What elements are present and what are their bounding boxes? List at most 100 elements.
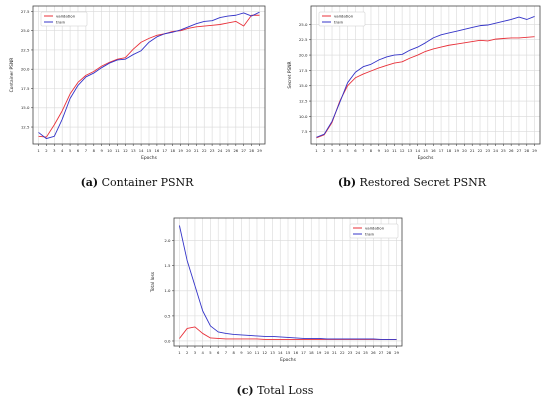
x-tick-label: 14	[415, 149, 420, 153]
y-tick-label: 1.5	[164, 263, 171, 268]
x-tick-label: 1	[37, 149, 39, 153]
x-tick-label: 3	[331, 149, 334, 153]
series-line-train	[178, 225, 397, 340]
series-line-validation	[316, 36, 535, 139]
x-tick-label: 16	[155, 149, 160, 153]
x-tick-label: 15	[286, 351, 291, 355]
y-tick-label: 15.0	[21, 105, 30, 110]
x-tick-label: 19	[454, 149, 459, 153]
legend-label-validation: validation	[334, 13, 354, 18]
x-tick-label: 6	[77, 149, 80, 153]
y-tick-label: 12.5	[21, 124, 30, 129]
x-tick-label: 2	[186, 351, 188, 355]
y-axis-label: Total loss	[150, 271, 156, 293]
x-tick-label: 13	[131, 149, 136, 153]
series-line-train	[38, 11, 260, 140]
series-line-validation	[38, 14, 260, 138]
legend-label-train: train	[365, 231, 375, 236]
x-tick-label: 9	[378, 149, 381, 153]
x-tick-label: 8	[370, 149, 373, 153]
x-axis-label: Epochs	[280, 357, 296, 363]
y-tick-label: 25.0	[21, 28, 30, 33]
x-tick-label: 10	[384, 149, 389, 153]
x-tick-label: 27	[241, 149, 246, 153]
y-tick-label: 17.5	[21, 86, 30, 91]
y-tick-label: 22.5	[21, 47, 30, 52]
series-line-validation	[179, 326, 397, 340]
x-tick-label: 1	[315, 149, 317, 153]
x-tick-label: 23	[485, 149, 490, 153]
x-tick-label: 2	[323, 149, 325, 153]
x-tick-label: 29	[532, 149, 537, 153]
x-tick-label: 17	[439, 149, 444, 153]
x-tick-label: 19	[178, 149, 183, 153]
x-tick-label: 12	[262, 351, 267, 355]
x-tick-label: 14	[139, 149, 144, 153]
y-tick-label: 17.5	[299, 68, 308, 73]
x-tick-label: 15	[423, 149, 428, 153]
x-tick-label: 26	[371, 351, 376, 355]
x-tick-label: 24	[218, 149, 223, 153]
caption-b: (b) Restored Secret PSNR	[338, 176, 486, 189]
x-tick-label: 6	[354, 149, 357, 153]
restored-secret-psnr-chart: 1 2 3 4 5 6 7 8 9 10 11 12 13 14 15 16 17 18 19 20 21 22 23 24 2…	[287, 5, 541, 161]
x-tick-label: 13	[270, 351, 275, 355]
x-tick-label: 20	[186, 149, 191, 153]
y-axis-label: Container PSNR	[9, 58, 15, 93]
y-tick-label: 20.0	[299, 52, 308, 57]
y-tick-label: 12.5	[299, 98, 308, 103]
x-tick-label: 26	[509, 149, 514, 153]
x-tick-label: 5	[69, 149, 72, 153]
x-tick-label: 22	[202, 149, 207, 153]
y-tick-label: 27.5	[21, 9, 30, 14]
x-tick-label: 10	[247, 351, 252, 355]
x-tick-label: 26	[233, 149, 238, 153]
x-tick-label: 14	[278, 351, 283, 355]
x-tick-label: 18	[309, 351, 314, 355]
x-tick-label: 28	[249, 149, 254, 153]
x-axis-label: Epochs	[141, 155, 157, 161]
x-tick-label: 9	[100, 149, 103, 153]
container-psnr-chart: 1 2 3 4 5 6 7 8 9 10 11 12 13 14 15 16 17 18 19 20 21 22 23 24 2…	[9, 5, 266, 161]
x-tick-label: 27	[517, 149, 522, 153]
caption-a-label: (a)	[80, 176, 99, 189]
x-tick-label: 22	[340, 351, 345, 355]
x-tick-label: 23	[210, 149, 215, 153]
x-tick-label: 20	[462, 149, 467, 153]
caption-b-label: (b)	[337, 176, 357, 189]
x-tick-label: 9	[240, 351, 243, 355]
y-tick-label: 0.0	[164, 338, 171, 343]
caption-a-text: Container PSNR	[101, 176, 194, 189]
x-tick-label: 4	[339, 149, 342, 153]
caption-b-text: Restored Secret PSNR	[359, 176, 487, 189]
x-tick-label: 4	[202, 351, 205, 355]
x-axis-label: Epochs	[418, 155, 434, 161]
x-tick-label: 25	[226, 149, 231, 153]
y-tick-label: 0.5	[164, 313, 171, 318]
y-tick-label: 20.0	[21, 67, 30, 72]
x-tick-label: 7	[362, 149, 365, 153]
x-tick-label: 18	[447, 149, 452, 153]
x-tick-label: 11	[115, 149, 120, 153]
x-tick-label: 28	[524, 149, 529, 153]
total-loss-chart: 1 2 3 4 5 6 7 8 9 10 11 12 13 14 15 16 17 18 19 20 21 22 23 24 2…	[150, 217, 403, 363]
x-tick-label: 25	[501, 149, 506, 153]
x-tick-label: 4	[61, 149, 64, 153]
x-tick-label: 16	[431, 149, 436, 153]
x-tick-label: 18	[170, 149, 175, 153]
y-tick-label: 2.0	[164, 238, 171, 243]
x-tick-label: 22	[478, 149, 483, 153]
caption-c: (c) Total Loss	[237, 384, 314, 397]
x-tick-label: 1	[178, 351, 180, 355]
x-tick-label: 17	[162, 149, 167, 153]
x-tick-label: 13	[408, 149, 413, 153]
x-tick-label: 21	[332, 351, 337, 355]
caption-c-text: Total Loss	[257, 384, 314, 397]
x-tick-label: 24	[355, 351, 360, 355]
x-tick-label: 21	[194, 149, 199, 153]
y-tick-label: 22.5	[299, 37, 308, 42]
x-tick-label: 11	[392, 149, 397, 153]
x-tick-label: 12	[123, 149, 128, 153]
x-tick-label: 24	[493, 149, 498, 153]
x-tick-label: 29	[394, 351, 399, 355]
